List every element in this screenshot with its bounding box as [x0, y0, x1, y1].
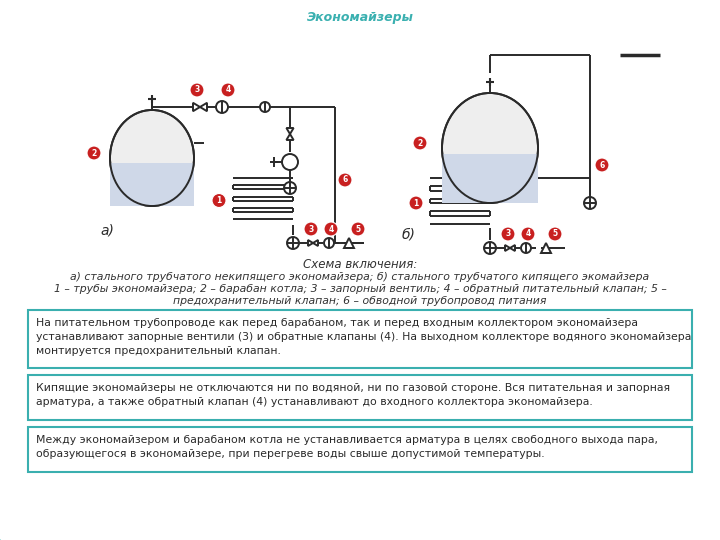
Text: 3: 3: [194, 85, 199, 94]
Polygon shape: [200, 103, 207, 111]
Text: 3: 3: [505, 230, 510, 239]
Bar: [110, 163, 194, 206]
Circle shape: [287, 237, 299, 249]
Circle shape: [409, 196, 423, 210]
Circle shape: [260, 102, 270, 112]
Text: 4: 4: [328, 225, 333, 233]
Circle shape: [324, 222, 338, 236]
Text: 1: 1: [413, 199, 418, 207]
Circle shape: [324, 238, 334, 248]
Polygon shape: [287, 134, 294, 140]
Text: Кипящие экономайзеры не отключаются ни по водяной, ни по газовой стороне. Вся пи: Кипящие экономайзеры не отключаются ни п…: [36, 383, 670, 407]
Circle shape: [521, 243, 531, 253]
Text: Экономайзеры: Экономайзеры: [307, 11, 413, 24]
Text: На питательном трубопроводе как перед барабаном, так и перед входным коллектором: На питательном трубопроводе как перед ба…: [36, 318, 691, 356]
Text: 4: 4: [526, 230, 531, 239]
Circle shape: [351, 222, 365, 236]
Circle shape: [584, 197, 596, 209]
Circle shape: [595, 158, 609, 172]
Circle shape: [87, 146, 101, 160]
Text: 6: 6: [599, 160, 605, 170]
Polygon shape: [287, 128, 294, 134]
Circle shape: [212, 193, 226, 207]
Circle shape: [484, 242, 496, 254]
Circle shape: [521, 227, 535, 241]
Circle shape: [282, 154, 298, 170]
Polygon shape: [344, 238, 354, 248]
Text: Схема включения:: Схема включения:: [303, 258, 417, 271]
Polygon shape: [308, 240, 313, 246]
Text: 5: 5: [356, 225, 361, 233]
Text: 1 – трубы экономайзера; 2 – барабан котла; 3 – запорный вентиль; 4 – обратный пи: 1 – трубы экономайзера; 2 – барабан котл…: [53, 284, 667, 294]
Text: 3: 3: [308, 225, 314, 233]
Circle shape: [304, 222, 318, 236]
Circle shape: [501, 227, 515, 241]
Text: 5: 5: [552, 230, 557, 239]
Polygon shape: [541, 243, 551, 253]
Circle shape: [338, 173, 352, 187]
FancyBboxPatch shape: [28, 310, 692, 368]
Ellipse shape: [442, 93, 538, 203]
FancyBboxPatch shape: [28, 375, 692, 420]
Text: предохранительный клапан; 6 – обводной трубопровод питания: предохранительный клапан; 6 – обводной т…: [174, 296, 546, 306]
Circle shape: [413, 136, 427, 150]
Text: а): а): [100, 223, 114, 237]
Polygon shape: [193, 103, 200, 111]
Text: 4: 4: [225, 85, 230, 94]
Polygon shape: [313, 240, 318, 246]
FancyBboxPatch shape: [28, 427, 692, 472]
Circle shape: [190, 83, 204, 97]
Polygon shape: [510, 245, 515, 251]
Bar: [442, 153, 538, 203]
Text: а) стального трубчатого некипящего экономайзера; б) стального трубчатого кипящег: а) стального трубчатого некипящего эконо…: [71, 272, 649, 282]
Text: 2: 2: [91, 148, 96, 158]
Text: 6: 6: [343, 176, 348, 185]
Text: 1: 1: [217, 196, 222, 205]
Text: Между экономайзером и барабаном котла не устанавливается арматура в целях свобод: Между экономайзером и барабаном котла не…: [36, 435, 658, 459]
Ellipse shape: [110, 110, 194, 206]
Text: 2: 2: [418, 138, 423, 147]
Circle shape: [548, 227, 562, 241]
Polygon shape: [505, 245, 510, 251]
Circle shape: [221, 83, 235, 97]
Circle shape: [216, 101, 228, 113]
Text: б): б): [401, 228, 415, 242]
Circle shape: [284, 182, 296, 194]
